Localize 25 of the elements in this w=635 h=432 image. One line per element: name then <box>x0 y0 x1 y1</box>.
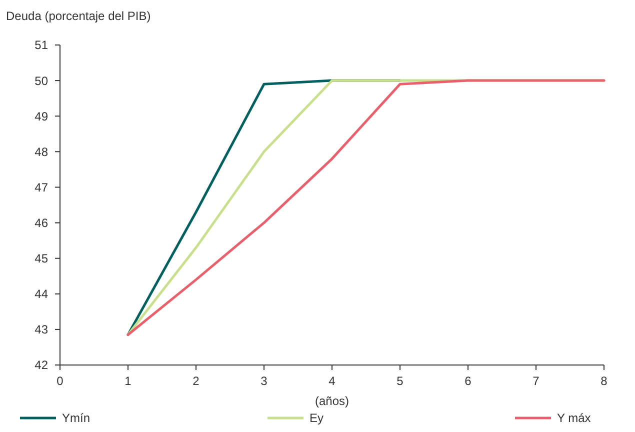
y-tick-label: 49 <box>34 109 48 124</box>
legend-label: Y máx <box>557 411 591 426</box>
y-tick-label: 42 <box>34 358 48 372</box>
y-tick-label: 43 <box>34 322 48 337</box>
x-tick-label: 0 <box>56 374 64 388</box>
x-axis-title: (años) <box>314 394 350 408</box>
y-axis-title: Deuda (porcentaje del PIB) <box>6 9 151 23</box>
y-tick-label: 48 <box>34 144 48 159</box>
x-tick-label: 2 <box>192 374 200 388</box>
y-tick-label: 46 <box>34 216 48 230</box>
legend-label: Ey <box>310 411 324 426</box>
x-tick-label: 3 <box>260 374 268 388</box>
y-tick-label: 44 <box>34 287 48 302</box>
x-tick-label: 8 <box>600 374 608 388</box>
x-tick-label: 6 <box>464 374 472 388</box>
line-series <box>126 79 606 336</box>
y-tick-label: 45 <box>34 252 48 266</box>
x-tick-label: 4 <box>328 374 336 388</box>
x-tick-label: 7 <box>532 374 540 388</box>
y-tick-label: 50 <box>34 74 48 88</box>
y-tick-label: 51 <box>34 38 48 52</box>
x-tick-label: 5 <box>396 374 404 388</box>
legend-label: Ymín <box>62 411 90 426</box>
y-tick-label: 47 <box>34 180 48 194</box>
x-tick-label: 1 <box>124 374 132 388</box>
